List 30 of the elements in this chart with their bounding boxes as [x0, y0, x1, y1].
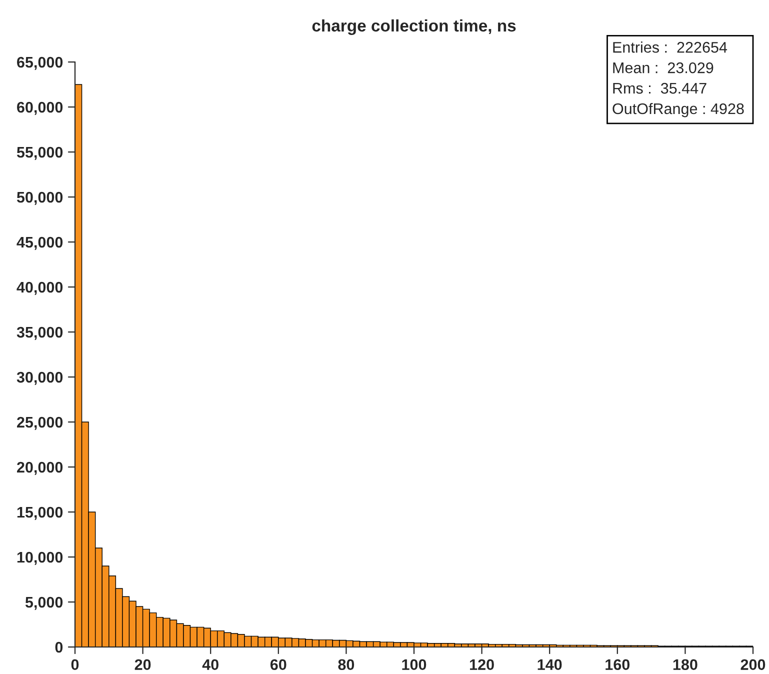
y-tick-label: 65,000 [17, 56, 63, 70]
y-tick-label: 40,000 [16, 282, 63, 295]
y-tick-label: 15,000 [17, 506, 63, 520]
y-tick-label: 55,000 [16, 146, 63, 160]
x-tick-label: 160 [606, 659, 630, 670]
y-tick-label: 0 [55, 642, 63, 653]
annotation: Rms : 35.447 [613, 82, 706, 94]
x-tick-label: 60 [270, 659, 286, 670]
x-tick-label: 20 [134, 659, 151, 670]
annotation: Mean : 23.029 [613, 62, 714, 74]
x-tick-label: 40 [202, 659, 218, 670]
y-tick-label: 30,000 [16, 372, 63, 385]
x-tick-label: 100 [402, 659, 426, 670]
chart-title: charge collection time, ns [312, 19, 516, 35]
y-tick-label: 25,000 [17, 416, 63, 430]
y-tick-label: 20,000 [17, 462, 63, 475]
y-tick-label: 45,000 [16, 236, 63, 250]
x-tick-label: 120 [470, 659, 494, 670]
x-tick-label: 80 [338, 659, 354, 670]
y-tick-label: 50,000 [16, 192, 63, 205]
y-tick-label: 10,000 [17, 552, 63, 565]
x-tick-label: 0 [71, 659, 79, 670]
text: Entries : 222654 [613, 42, 728, 53]
y-tick-label: 5,000 [25, 596, 63, 610]
annotation: OutOfRange : 4928 [612, 102, 744, 118]
x-tick-label: 200 [740, 659, 766, 670]
x-tick-label: 140 [538, 659, 562, 670]
y-tick-label: 35,000 [16, 326, 63, 340]
x-tick-label: 180 [673, 659, 698, 670]
y-tick-label: 60,000 [17, 102, 63, 115]
